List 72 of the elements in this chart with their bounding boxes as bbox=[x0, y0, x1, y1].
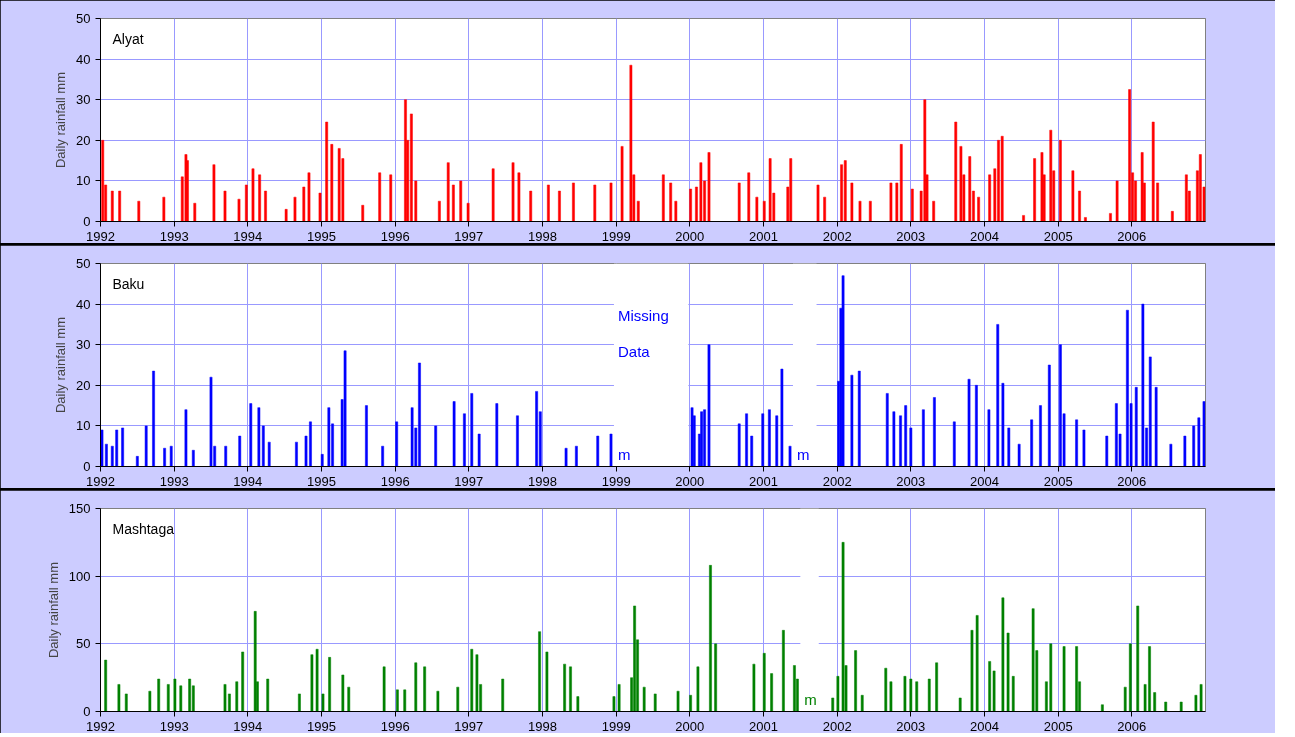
annotation: Data bbox=[617, 342, 651, 360]
x-tick-label: 2001 bbox=[749, 228, 778, 244]
x-tick-label: 1996 bbox=[380, 718, 410, 734]
x-tick-label: 1992 bbox=[86, 473, 115, 489]
x-tick-label: 2002 bbox=[822, 718, 852, 734]
y-tick-label: 10 bbox=[76, 418, 91, 434]
x-tick-label: 2002 bbox=[822, 228, 852, 244]
y-tick-label: 100 bbox=[68, 568, 91, 584]
x-tick-label: 2000 bbox=[675, 473, 705, 489]
y-axis-title: Daily rainfall mm bbox=[45, 561, 61, 659]
x-tick-label: 1998 bbox=[528, 228, 557, 244]
y-tick-label: 40 bbox=[76, 296, 91, 312]
y-tick-label: 20 bbox=[76, 377, 91, 393]
x-tick-label: 1999 bbox=[601, 228, 631, 244]
x-tick-label: 2004 bbox=[970, 473, 999, 489]
x-tick-label: 1998 bbox=[528, 718, 557, 734]
x-tick-label: 1993 bbox=[159, 228, 189, 244]
y-axis-title: Daily rainfall mm bbox=[53, 316, 69, 414]
y-tick-label: 40 bbox=[76, 51, 91, 67]
y-axis-title: Daily rainfall mm bbox=[53, 71, 69, 169]
x-tick-label: 2006 bbox=[1117, 228, 1147, 244]
x-tick-label: 2005 bbox=[1043, 718, 1073, 734]
x-tick-label: 1995 bbox=[307, 718, 336, 734]
x-tick-label: 1997 bbox=[454, 473, 484, 489]
x-tick-label: 2005 bbox=[1043, 473, 1073, 489]
x-tick-label: 1999 bbox=[601, 718, 631, 734]
text: Mashtaga bbox=[112, 520, 175, 537]
band-label: m bbox=[796, 445, 810, 463]
x-tick-label: 2004 bbox=[970, 718, 999, 734]
y-tick-label: 30 bbox=[76, 337, 91, 353]
text: Alyat bbox=[112, 30, 144, 47]
x-tick-label: 2002 bbox=[822, 473, 852, 489]
x-tick-label: 2003 bbox=[896, 718, 926, 734]
x-tick-label: 1994 bbox=[233, 473, 263, 489]
x-tick-label: 2000 bbox=[675, 228, 705, 244]
y-tick-label: 50 bbox=[76, 256, 91, 271]
x-tick-label: 1995 bbox=[307, 228, 336, 244]
y-tick-label: 0 bbox=[83, 704, 91, 719]
x-tick-label: 1996 bbox=[380, 228, 410, 244]
x-tick-label: 1994 bbox=[233, 228, 263, 244]
x-tick-label: 2005 bbox=[1043, 228, 1073, 244]
x-tick-label: 1996 bbox=[380, 473, 410, 489]
band-label: m bbox=[804, 690, 817, 708]
x-tick-label: 2003 bbox=[896, 473, 926, 489]
x-tick-label: 2003 bbox=[896, 228, 926, 244]
x-tick-label: 1995 bbox=[307, 473, 336, 489]
x-tick-label: 2006 bbox=[1117, 473, 1147, 489]
x-tick-label: 1997 bbox=[454, 718, 484, 734]
x-tick-label: 2006 bbox=[1117, 718, 1147, 734]
x-tick-label: 1992 bbox=[86, 228, 115, 244]
x-tick-label: 1998 bbox=[528, 473, 557, 489]
annotation: Missing bbox=[617, 306, 669, 324]
x-tick-label: 1993 bbox=[159, 473, 189, 489]
y-tick-label: 10 bbox=[76, 173, 91, 189]
x-tick-label: 1994 bbox=[233, 718, 263, 734]
text: Baku bbox=[112, 275, 145, 292]
y-tick-label: 20 bbox=[76, 132, 91, 148]
x-tick-label: 1992 bbox=[86, 718, 115, 734]
x-tick-label: 2000 bbox=[675, 718, 705, 734]
x-tick-label: 1997 bbox=[454, 228, 484, 244]
y-tick-label: 50 bbox=[76, 636, 91, 652]
y-tick-label: 50 bbox=[76, 11, 91, 26]
x-tick-label: 1999 bbox=[601, 473, 631, 489]
x-tick-label: 2001 bbox=[749, 473, 778, 489]
x-tick-label: 2004 bbox=[970, 228, 999, 244]
y-tick-label: 0 bbox=[83, 459, 91, 474]
y-tick-label: 30 bbox=[76, 92, 91, 108]
x-tick-label: 2001 bbox=[749, 718, 778, 734]
x-tick-label: 1993 bbox=[159, 718, 189, 734]
y-tick-label: 0 bbox=[83, 214, 91, 229]
y-tick-label: 150 bbox=[68, 501, 91, 516]
band-label: m bbox=[617, 445, 631, 463]
